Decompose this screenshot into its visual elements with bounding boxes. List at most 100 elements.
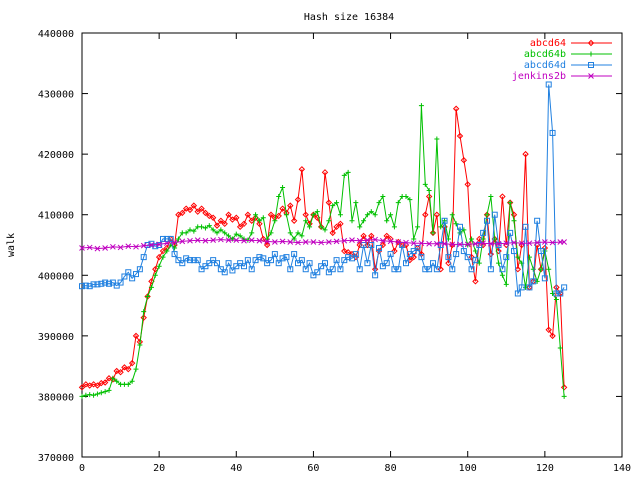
- data-point-abcd64b: [515, 254, 521, 260]
- data-point-abcd64: [514, 266, 522, 273]
- data-point-abcd64b: [372, 212, 378, 218]
- data-point-abcd64: [302, 211, 309, 218]
- data-point-abcd64b: [395, 200, 401, 206]
- data-point-abcd64b: [249, 230, 255, 236]
- legend-label-jenkins2b: jenkins2b: [512, 71, 566, 82]
- data-point-abcd64d: [102, 279, 109, 286]
- data-point-abcd64b: [345, 169, 351, 175]
- data-point-abcd64: [425, 193, 433, 200]
- data-point-abcd64d: [491, 211, 498, 218]
- data-point-abcd64: [248, 217, 255, 224]
- data-point-abcd64d: [268, 257, 274, 264]
- plot-area: [81, 32, 623, 458]
- data-point-abcd64b: [133, 366, 139, 372]
- data-point-abcd64b: [276, 194, 282, 200]
- data-point-abcd64d: [499, 266, 506, 273]
- y-tick-label: 440000: [38, 29, 74, 40]
- data-point-abcd64b: [557, 345, 563, 351]
- data-point-jenkins2b: [426, 240, 432, 247]
- data-point-jenkins2b: [449, 241, 456, 248]
- data-point-abcd64: [279, 205, 286, 212]
- data-point-jenkins2b: [503, 240, 510, 247]
- data-point-abcd64d: [79, 283, 85, 290]
- data-point-abcd64b: [511, 218, 517, 224]
- data-point-abcd64d: [306, 260, 313, 267]
- data-point-abcd64: [190, 202, 198, 209]
- data-point-abcd64: [236, 223, 244, 231]
- data-point-abcd64d: [248, 266, 255, 273]
- chart-title: Hash size 16384: [304, 12, 394, 23]
- data-point-abcd64d: [418, 254, 425, 261]
- data-point-abcd64d: [252, 257, 259, 264]
- data-point-abcd64d: [260, 255, 267, 262]
- data-point-abcd64d: [530, 278, 537, 285]
- data-point-abcd64d: [133, 271, 139, 278]
- data-point-abcd64: [275, 212, 282, 220]
- data-point-abcd64b: [415, 224, 421, 230]
- data-point-abcd64b: [253, 212, 259, 218]
- plot-border: [81, 32, 623, 458]
- data-point-abcd64b: [164, 248, 170, 254]
- data-point-abcd64b: [206, 223, 212, 229]
- data-point-abcd64b: [287, 230, 293, 236]
- data-point-jenkins2b: [561, 239, 567, 245]
- data-point-abcd64d: [264, 260, 271, 267]
- legend-label-abcd64b: abcd64b: [524, 49, 566, 60]
- data-point-abcd64b: [488, 194, 494, 200]
- data-point-abcd64b: [156, 263, 162, 269]
- data-point-abcd64d: [221, 269, 228, 276]
- data-point-abcd64b: [145, 293, 151, 299]
- data-point-abcd64: [82, 381, 90, 388]
- data-point-abcd64: [233, 214, 240, 221]
- data-point-abcd64d: [333, 257, 340, 264]
- data-point-jenkins2b: [472, 240, 479, 247]
- data-point-abcd64: [202, 209, 209, 217]
- data-point-abcd64d: [279, 255, 286, 262]
- data-point-jenkins2b: [272, 239, 278, 245]
- data-point-abcd64b: [388, 212, 394, 218]
- data-point-abcd64: [148, 278, 155, 285]
- data-point-abcd64b: [368, 209, 374, 215]
- data-point-abcd64: [460, 156, 468, 164]
- data-point-abcd64d: [109, 279, 116, 286]
- data-point-abcd64b: [469, 236, 475, 242]
- data-point-abcd64b: [322, 227, 328, 233]
- data-point-abcd64b: [453, 221, 459, 227]
- data-point-abcd64d: [387, 251, 394, 258]
- data-point-abcd64: [379, 241, 387, 249]
- data-point-abcd64: [121, 364, 128, 371]
- data-point-abcd64d: [198, 266, 205, 273]
- data-point-jenkins2b: [395, 239, 402, 245]
- data-point-jenkins2b: [287, 239, 294, 245]
- data-point-jenkins2b: [349, 237, 355, 244]
- data-point-abcd64: [152, 266, 159, 273]
- y-tick-label: 370000: [38, 453, 74, 464]
- data-point-abcd64d: [187, 257, 193, 264]
- data-point-abcd64d: [271, 251, 278, 258]
- data-point-abcd64: [441, 223, 448, 231]
- data-point-jenkins2b: [434, 240, 440, 247]
- data-point-abcd64d: [179, 260, 186, 267]
- x-tick-label: 140: [613, 463, 631, 474]
- data-point-abcd64: [101, 379, 109, 386]
- data-point-abcd64b: [226, 233, 232, 239]
- data-point-abcd64d: [160, 235, 166, 242]
- data-point-jenkins2b: [549, 239, 556, 246]
- data-point-abcd64: [383, 232, 390, 240]
- data-point-abcd64b: [326, 218, 332, 224]
- data-point-abcd64b: [422, 181, 428, 187]
- data-point-abcd64: [341, 247, 348, 255]
- data-point-abcd64d: [557, 290, 564, 297]
- data-point-jenkins2b: [310, 239, 317, 245]
- data-point-jenkins2b: [94, 245, 101, 252]
- data-point-jenkins2b: [480, 240, 486, 247]
- data-point-abcd64b: [218, 227, 224, 233]
- data-point-jenkins2b: [364, 237, 371, 244]
- data-point-abcd64b: [303, 218, 309, 224]
- series-line-abcd64: [81, 108, 565, 388]
- data-point-abcd64d: [322, 260, 328, 267]
- data-point-abcd64: [499, 193, 506, 200]
- data-point-abcd64d: [379, 263, 386, 270]
- data-point-abcd64d: [534, 217, 541, 224]
